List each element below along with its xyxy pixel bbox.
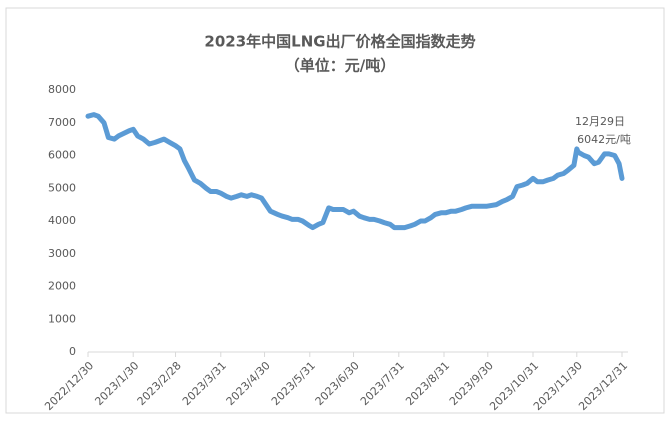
y-tick-label: 8000: [48, 83, 76, 96]
y-tick-label: 5000: [48, 181, 76, 194]
chart-subtitle: （单位：元/吨）: [285, 57, 395, 75]
line: [85, 112, 625, 231]
y-tick-label: 3000: [48, 247, 76, 260]
chart-title: 2023年中国LNG出厂价格全国指数走势: [204, 33, 475, 51]
y-tick-label: 0: [69, 345, 76, 358]
y-tick-label: 4000: [48, 214, 76, 227]
annotation: 12月29日: [575, 115, 625, 128]
y-tick-label: 2000: [48, 280, 76, 293]
y-tick-label: 1000: [48, 312, 76, 325]
y-tick-label: 7000: [48, 116, 76, 129]
y-tick-label: 6000: [48, 149, 76, 162]
annotation: 6042元/吨: [577, 133, 631, 146]
